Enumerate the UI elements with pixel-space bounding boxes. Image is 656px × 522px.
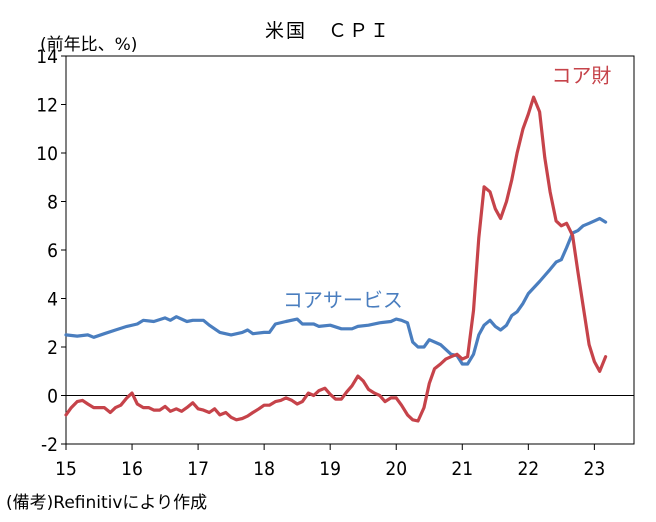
x-tick-label: 18 (253, 458, 275, 480)
y-tick-label: 10 (36, 143, 58, 165)
x-tick-label: 21 (451, 458, 473, 480)
series-label-0: コアサービス (283, 288, 403, 312)
y-tick-label: 0 (47, 386, 58, 408)
y-tick-label: 8 (47, 192, 58, 214)
y-tick-label: 6 (47, 240, 58, 262)
series-label-1: コア財 (551, 64, 611, 88)
y-tick-label: 12 (36, 95, 58, 117)
y-tick-label: -2 (41, 434, 58, 456)
y-tick-label: 2 (47, 337, 58, 359)
series-group (64, 95, 608, 423)
series-line-0 (64, 216, 608, 366)
x-tick-label: 16 (121, 458, 143, 480)
chart-title: 米国 ＣＰＩ (264, 20, 391, 42)
x-tick-label: 17 (187, 458, 209, 480)
x-tick-label: 22 (517, 458, 539, 480)
y-axis-unit-label: (前年比、%) (40, 35, 138, 55)
series-line-1 (64, 95, 608, 423)
series-labels-group: コアサービス コア財 (283, 64, 612, 312)
source-note: (備考)Refinitivにより作成 (6, 493, 208, 513)
y-tick-label: 4 (47, 289, 58, 311)
x-tick-label: 19 (319, 458, 341, 480)
x-tick-label: 23 (583, 458, 605, 480)
y-tick-label: 14 (36, 46, 58, 68)
axes-group: -2 0 2 4 6 8 10 12 14 15 16 17 18 19 20 21 22 23 (36, 46, 634, 480)
x-tick-label: 20 (385, 458, 407, 480)
x-tick-label: 15 (55, 458, 77, 480)
